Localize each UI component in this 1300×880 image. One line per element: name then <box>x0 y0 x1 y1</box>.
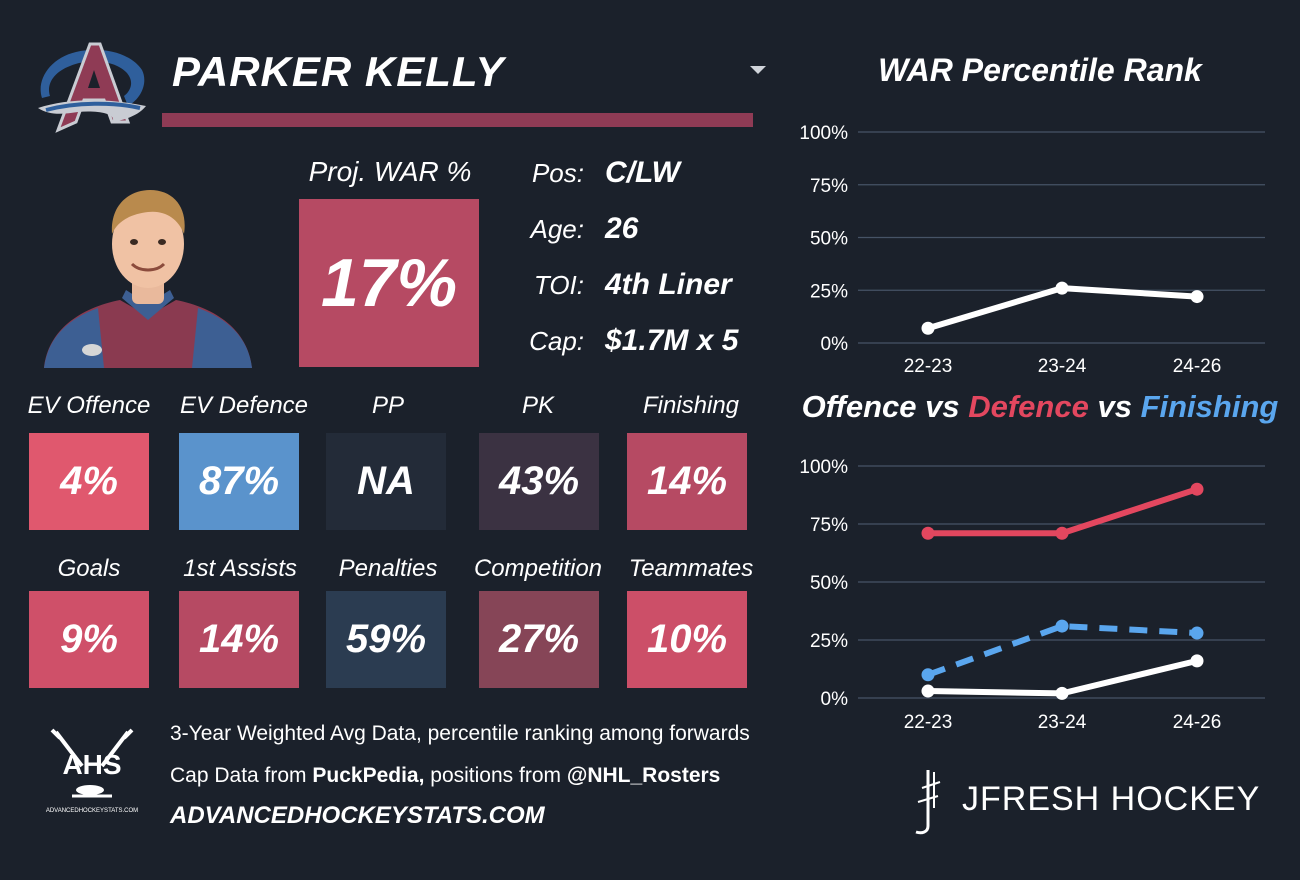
jfresh-hockey-stick-icon <box>915 770 941 835</box>
chart1-ytick-label: 25% <box>810 281 848 302</box>
puckpedia-link[interactable]: PuckPedia, <box>312 764 425 787</box>
chart2-offence-point <box>921 684 935 698</box>
stat-box-ev-offence: 4% <box>29 433 149 530</box>
chart1-ytick-label: 50% <box>810 229 848 250</box>
ahs-logo-small-text: ADVANCEDHOCKEYSTATS.COM <box>46 808 138 814</box>
chart2-finishing-line <box>926 623 1198 678</box>
name-underline-bar <box>162 113 753 127</box>
chart2-xtick-label: 24-26 <box>1173 712 1222 733</box>
stat-box-goals: 9% <box>29 591 149 688</box>
chart2-defence-point <box>921 526 935 540</box>
footer-note: 3-Year Weighted Avg Data, percentile ran… <box>170 722 750 745</box>
footer-sources: Cap Data from PuckPedia, positions from … <box>170 764 720 788</box>
info-row-position: Pos: C/LW <box>508 151 680 195</box>
chart2-defence-point <box>1055 526 1069 540</box>
proj-war-label: Proj. WAR % <box>308 156 472 187</box>
chart2-defence-line <box>925 486 1200 537</box>
info-row-cap: Cap: $1.7M x 5 <box>508 319 738 363</box>
stat-box-ev-defence: 87% <box>179 433 299 530</box>
chart1-xtick-label: 24-26 <box>1173 356 1222 377</box>
chart1-xtick-label: 22-23 <box>904 356 953 377</box>
player-name: PARKER KELLY <box>172 48 505 95</box>
chart2-finishing-point <box>921 668 935 682</box>
stat-label-first-assists: 1st Assists <box>183 555 297 582</box>
toi-label: TOI: <box>533 269 584 300</box>
jfresh-hockey-brand: JFRESH HOCKEY <box>962 780 1261 818</box>
chart1-ytick-label: 75% <box>810 176 848 197</box>
stat-label-competition: Competition <box>473 555 603 582</box>
chart2-finishing-point <box>1190 626 1204 640</box>
chart2-defence-point <box>1190 482 1204 496</box>
chart2-title-defence: Defence <box>968 389 1089 424</box>
chart2-title-vs1: vs <box>916 389 969 424</box>
player-photo <box>44 190 252 368</box>
ahs-logo-icon: AHS ADVANCEDHOCKEYSTATS.COM <box>46 728 138 814</box>
footer-positions-text: positions from <box>424 764 567 787</box>
player-select-dropdown-icon[interactable] <box>750 66 766 74</box>
footer-cap-prefix: Cap Data from <box>170 764 313 787</box>
chart1-ytick-label: 100% <box>799 123 848 144</box>
chart2-ytick-label: 75% <box>810 515 848 536</box>
stat-box-finishing: 14% <box>627 433 747 530</box>
stat-label-finishing: Finishing <box>642 392 740 419</box>
chart1-xtick-label: 23-24 <box>1038 356 1087 377</box>
nhl-rosters-link[interactable]: @NHL_Rosters <box>566 764 721 787</box>
chart1-series-point <box>1190 290 1204 304</box>
chart2-offence-point <box>1190 654 1204 668</box>
stat-box-pp: NA <box>326 433 446 530</box>
chart2-offence-point <box>1055 686 1069 700</box>
stat-label-ev-offence: EV Offence <box>27 392 151 419</box>
chart2-title: Offence vs Defence vs Finishing <box>790 389 1290 425</box>
cap-value: $1.7M x 5 <box>605 324 739 357</box>
chart2-ytick-label: 100% <box>799 457 848 478</box>
ahs-logo-text: AHS <box>62 749 121 780</box>
info-row-toi: TOI: 4th Liner <box>508 263 732 307</box>
stat-label-pp: PP <box>371 392 404 419</box>
chart1-title: WAR Percentile Rank <box>878 52 1202 88</box>
stat-label-ev-defence: EV Defence <box>179 392 309 419</box>
stat-label-penalties: Penalties <box>338 555 438 582</box>
chart2-xtick-label: 23-24 <box>1038 712 1087 733</box>
stat-box-teammates: 10% <box>627 591 747 688</box>
chart2-xtick-label: 22-23 <box>904 712 953 733</box>
colorado-avalanche-logo-icon <box>38 42 146 133</box>
proj-war-value: 17% <box>299 199 479 367</box>
chart2-ytick-label: 50% <box>810 573 848 594</box>
stat-box-first-assists: 14% <box>179 591 299 688</box>
chart1-ytick-label: 0% <box>821 334 849 355</box>
stat-box-pk: 43% <box>479 433 599 530</box>
chart2-title-finishing: Finishing <box>1140 389 1279 424</box>
chart2-title-vs2: vs <box>1088 389 1141 424</box>
website-link[interactable]: ADVANCEDHOCKEYSTATS.COM <box>170 802 545 829</box>
age-label: Age: <box>530 213 585 244</box>
chart1-series-point <box>921 321 935 335</box>
chart2-title-offence: Offence <box>801 389 917 424</box>
toi-value: 4th Liner <box>605 268 732 301</box>
position-label: Pos: <box>531 157 584 188</box>
info-row-age: Age: 26 <box>508 207 639 251</box>
chart1-series-point <box>1055 281 1069 295</box>
stat-label-teammates: Teammates <box>628 555 754 582</box>
cap-label: Cap: <box>529 325 584 356</box>
stat-label-goals: Goals <box>57 555 121 582</box>
age-value: 26 <box>605 212 639 245</box>
stat-label-pk: PK <box>521 392 554 419</box>
chart2-finishing-point <box>1055 619 1069 633</box>
position-value: C/LW <box>605 156 680 189</box>
stat-box-competition: 27% <box>479 591 599 688</box>
stat-box-penalties: 59% <box>326 591 446 688</box>
chart2-ytick-label: 0% <box>821 689 849 710</box>
chart2-ytick-label: 25% <box>810 631 848 652</box>
